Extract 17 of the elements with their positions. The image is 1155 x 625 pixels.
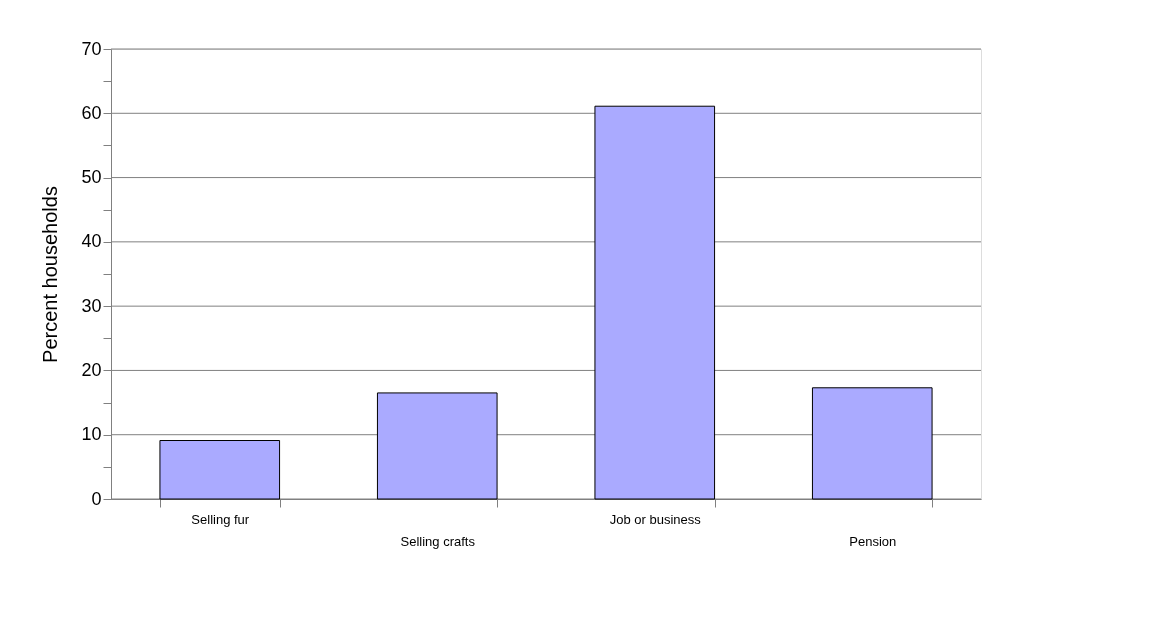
y-tick-label: 0 <box>91 488 102 509</box>
y-tick-label: 40 <box>81 231 102 252</box>
y-tick-label: 50 <box>81 167 102 188</box>
bar <box>159 440 281 500</box>
bar <box>811 387 933 500</box>
x-tick-label: Pension <box>849 533 897 549</box>
bar <box>594 105 716 500</box>
y-tick-label: 60 <box>81 102 102 123</box>
y-tick-label: 10 <box>81 424 102 445</box>
y-axis-title: Percent households <box>39 186 62 363</box>
x-tick-label: Selling fur <box>191 511 250 527</box>
bar <box>376 392 498 500</box>
y-tick-label: 70 <box>81 38 102 59</box>
x-tick-label: Selling crafts <box>400 533 476 549</box>
y-tick-label: 20 <box>81 359 102 380</box>
x-tick-label: Job or business <box>609 511 702 527</box>
y-tick-label: 30 <box>81 295 102 316</box>
